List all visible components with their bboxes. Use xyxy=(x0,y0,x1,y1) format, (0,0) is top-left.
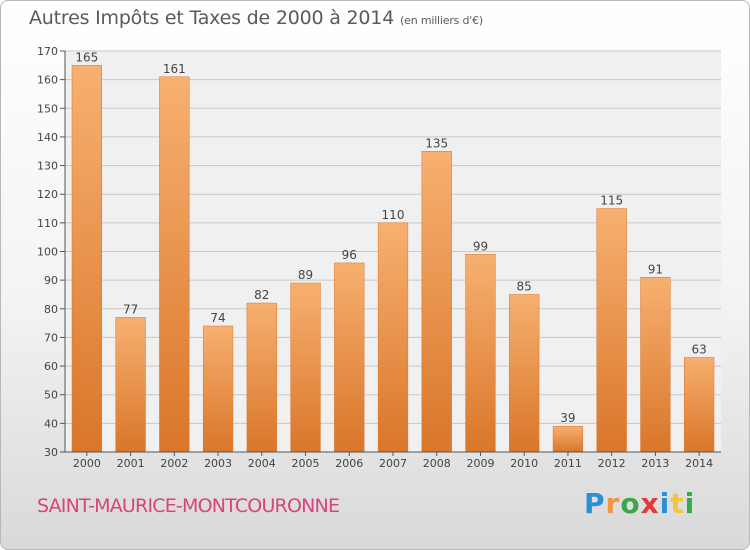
bar-2002 xyxy=(159,76,190,453)
proxiti-logo[interactable]: Proxiti xyxy=(584,487,695,520)
x-tick-label-2002: 2002 xyxy=(160,457,188,470)
y-tick-label: 30 xyxy=(44,446,58,459)
x-tick-label-2012: 2012 xyxy=(598,457,626,470)
x-tick-label-2006: 2006 xyxy=(335,457,363,470)
x-tick-label-2000: 2000 xyxy=(73,457,101,470)
bar-2014 xyxy=(684,357,715,453)
y-tick-label: 100 xyxy=(37,246,58,259)
y-tick-label: 40 xyxy=(44,417,58,430)
y-tick-label: 60 xyxy=(44,360,58,373)
x-tick-label-2011: 2011 xyxy=(554,457,582,470)
x-tick-label-2010: 2010 xyxy=(510,457,538,470)
logo-letter: P xyxy=(584,487,606,520)
x-tick-label-2007: 2007 xyxy=(379,457,407,470)
bar-2007 xyxy=(377,222,409,453)
axis-layer: 30 40 50 60 70 80 90 100 110 120 130 140 150 160 170 20… xyxy=(37,45,721,470)
bar-2001 xyxy=(115,317,146,453)
data-label-2008: 135 xyxy=(425,136,448,150)
x-tick-label-2003: 2003 xyxy=(204,457,232,470)
data-label-2012: 115 xyxy=(600,194,623,208)
bar-2004 xyxy=(246,302,277,453)
logo-letter: x xyxy=(640,487,660,520)
bar-2009 xyxy=(465,254,496,453)
logo-letter: t xyxy=(670,487,685,520)
data-label-2009: 99 xyxy=(473,239,488,253)
y-tick-label: 110 xyxy=(37,217,58,230)
data-label-2000: 165 xyxy=(75,50,98,64)
data-label-2013: 91 xyxy=(648,262,663,276)
x-tick-label-2008: 2008 xyxy=(423,457,451,470)
data-label-2006: 96 xyxy=(342,248,357,262)
commune-name: SAINT-MAURICE-MONTCOURONNE xyxy=(37,495,340,517)
bar-2008 xyxy=(421,151,452,453)
bar-2005 xyxy=(290,282,321,453)
chart-title: Autres Impôts et Taxes de 2000 à 2014 (en… xyxy=(29,7,483,29)
y-tick-label: 120 xyxy=(37,188,58,201)
bar-2010 xyxy=(509,294,540,453)
chart-title-text: Autres Impôts et Taxes de 2000 à 2014 xyxy=(29,7,395,29)
bar-2013 xyxy=(640,277,671,453)
logo-letter: o xyxy=(620,487,641,520)
x-tick-label-2009: 2009 xyxy=(466,457,494,470)
x-tick-label-2013: 2013 xyxy=(641,457,669,470)
y-tick-label: 50 xyxy=(44,389,58,402)
y-tick-label: 170 xyxy=(37,45,58,58)
y-tick-label: 130 xyxy=(37,160,58,173)
y-tick-label: 160 xyxy=(37,74,58,87)
data-label-2005: 89 xyxy=(298,268,313,282)
bar-2012 xyxy=(596,208,627,453)
bar-2000 xyxy=(71,65,102,453)
logo-letter: r xyxy=(605,487,621,520)
y-tick-label: 90 xyxy=(44,274,58,287)
data-label-2002: 161 xyxy=(163,62,186,76)
data-label-2003: 74 xyxy=(210,311,225,325)
x-tick-label-2014: 2014 xyxy=(685,457,713,470)
data-label-2004: 82 xyxy=(254,288,269,302)
y-tick-label: 150 xyxy=(37,102,58,115)
label-layer: 165 77 161 74 82 89 96 110 135 99 85 39 115 91 63 xyxy=(75,50,706,425)
bar-2006 xyxy=(334,262,365,453)
data-label-2011: 39 xyxy=(560,411,575,425)
bar-2011 xyxy=(552,425,584,453)
logo-letter: i xyxy=(684,487,696,520)
y-tick-label: 140 xyxy=(37,131,58,144)
y-tick-label: 80 xyxy=(44,303,58,316)
data-label-2007: 110 xyxy=(382,208,405,222)
bar-2003 xyxy=(202,325,234,453)
data-label-2010: 85 xyxy=(517,279,532,293)
logo-letter: i xyxy=(659,487,671,520)
data-label-2014: 63 xyxy=(691,342,706,356)
y-tick-label: 70 xyxy=(44,331,58,344)
x-tick-label-2001: 2001 xyxy=(117,457,145,470)
x-tick-label-2004: 2004 xyxy=(248,457,276,470)
bar-layer xyxy=(71,65,715,453)
data-label-2001: 77 xyxy=(123,302,138,316)
chart-subtitle: (en milliers d'€) xyxy=(400,14,483,27)
x-tick-label-2005: 2005 xyxy=(292,457,320,470)
